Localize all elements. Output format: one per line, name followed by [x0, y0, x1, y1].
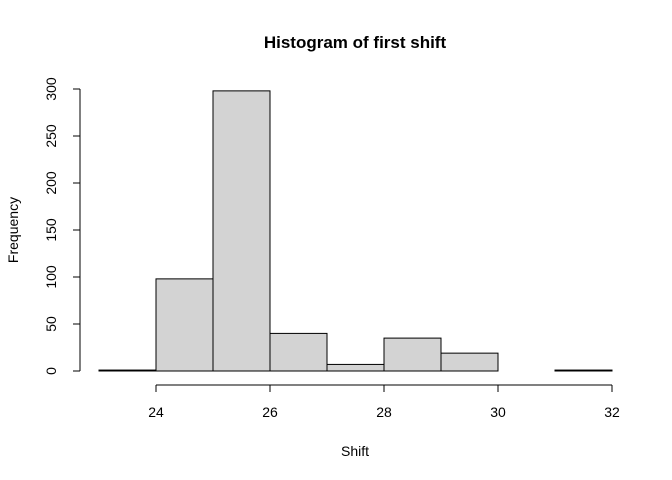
histogram-bar-2: [212, 90, 271, 372]
y-tick-label: 100: [43, 265, 59, 289]
y-tick-label: 150: [43, 218, 59, 242]
histogram-bar-3: [269, 332, 328, 372]
x-tick-label: 26: [262, 404, 278, 420]
chart-title: Histogram of first shift: [264, 33, 447, 52]
histogram-bar-1: [155, 278, 214, 372]
y-axis-title: Frequency: [5, 197, 21, 263]
x-tick-label: 32: [604, 404, 620, 420]
x-tick-label: 28: [376, 404, 392, 420]
x-axis-title: Shift: [341, 443, 369, 459]
y-tick-label: 200: [43, 171, 59, 195]
y-axis: 0 50 100 150 200 250 300: [43, 77, 81, 375]
x-axis: 24 26 28 30 32: [148, 384, 620, 420]
histogram-bar-4: [326, 363, 385, 372]
y-tick-label: 300: [43, 77, 59, 101]
histogram-bar-6: [440, 352, 499, 372]
histogram-bar-8: [554, 369, 613, 372]
x-tick-label: 24: [148, 404, 164, 420]
y-tick-label: 250: [43, 124, 59, 148]
histogram-bar-0: [98, 369, 157, 372]
y-tick-label: 0: [43, 367, 59, 375]
x-tick-label: 30: [490, 404, 506, 420]
bars-group: [98, 90, 613, 372]
histogram-bar-5: [383, 337, 442, 372]
y-tick-label: 50: [43, 316, 59, 332]
